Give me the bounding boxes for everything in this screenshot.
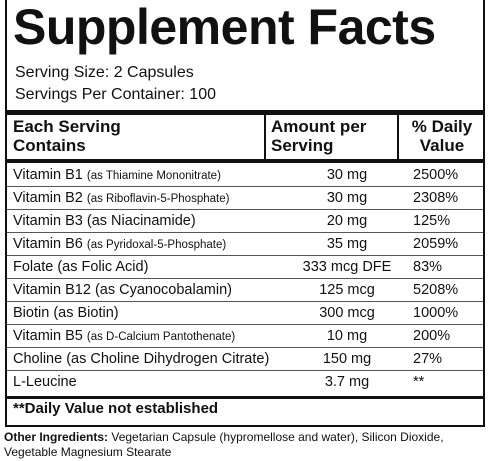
serving-size: Serving Size: 2 Capsules [15, 64, 194, 81]
other-ingredients-label: Other Ingredients: [4, 430, 109, 444]
nutrient-source: (as Pyridoxal-5-Phosphate) [86, 239, 227, 251]
nutrient-row: Folate (as Folic Acid) 333 mcg DFE 83% [7, 255, 483, 279]
daily-value: 83% [413, 259, 443, 275]
other-ingredients-text: Vegetarian Capsule (hypromellose and wat… [4, 430, 444, 459]
nutrient-row: L-Leucine 3.7 mg ** [7, 370, 483, 393]
nutrient-row: Vitamin B6 (as Pyridoxal-5-Phosphate) 35 … [7, 232, 483, 256]
footnote: **Daily Value not established [13, 400, 219, 417]
facts-panel: Supplement Facts Serving Size: 2 Capsule… [5, 0, 485, 427]
nutrient-name: Vitamin B1 (as Thiamine Mononitrate) [13, 167, 221, 183]
nutrient-source: (as Riboflavin-5-Phosphate) [86, 193, 230, 205]
nutrient-source: (as Niacinamide) [86, 213, 196, 229]
nutrient-source: (as Folic Acid) [57, 259, 149, 275]
daily-value: 2500% [413, 167, 459, 183]
nutrient-name: Choline (as Choline Dihydrogen Citrate) [13, 351, 270, 367]
other-ingredients: Other Ingredients: Vegetarian Capsule (h… [4, 430, 488, 460]
amount: 20 mg [326, 213, 368, 229]
daily-value: 5208% [413, 282, 459, 298]
daily-value: 1000% [413, 305, 459, 321]
daily-value: 27% [413, 351, 443, 367]
nutrient-name: Biotin (as Biotin) [13, 305, 119, 321]
nutrient-name: Vitamin B3 (as Niacinamide) [13, 213, 196, 229]
nutrient-name: Vitamin B6 (as Pyridoxal-5-Phosphate) [13, 236, 227, 252]
header-amount: Amount per Serving [271, 117, 367, 155]
title: Supplement Facts [13, 0, 436, 55]
servings-per-container: Servings Per Container: 100 [15, 86, 216, 103]
column-divider [264, 114, 266, 160]
nutrient-name: L-Leucine [13, 374, 77, 390]
nutrient-source: (as D-Calcium Pantothenate) [86, 331, 236, 343]
nutrient-row: Choline (as Choline Dihydrogen Citrate) 1… [7, 347, 483, 371]
nutrient-source: (as Biotin) [53, 305, 119, 321]
daily-value: 2308% [413, 190, 459, 206]
thick-rule [7, 159, 483, 163]
amount: 333 mcg DFE [302, 259, 392, 275]
thick-rule [7, 110, 483, 115]
header-name: Each Serving Contains [13, 117, 121, 155]
amount: 35 mg [326, 236, 368, 252]
nutrient-source: (as Cyanocobalamin) [94, 282, 232, 298]
daily-value: 125% [413, 213, 451, 229]
amount: 150 mg [322, 351, 372, 367]
nutrient-source: (as Choline Dihydrogen Citrate) [66, 351, 270, 367]
daily-value: ** [413, 374, 425, 390]
column-divider [397, 114, 399, 160]
nutrient-row: Vitamin B1 (as Thiamine Mononitrate) 30 m… [7, 163, 483, 187]
nutrient-row: Vitamin B5 (as D-Calcium Pantothenate) 10… [7, 324, 483, 348]
amount: 10 mg [326, 328, 368, 344]
nutrient-source: (as Thiamine Mononitrate) [86, 170, 221, 182]
amount: 3.7 mg [324, 374, 370, 390]
header-dv: % Daily Value [411, 117, 473, 155]
daily-value: 200% [413, 328, 451, 344]
nutrient-name: Vitamin B5 (as D-Calcium Pantothenate) [13, 328, 236, 344]
daily-value: 2059% [413, 236, 459, 252]
nutrient-row: Biotin (as Biotin) 300 mcg 1000% [7, 301, 483, 325]
thick-rule [7, 396, 483, 399]
amount: 30 mg [326, 167, 368, 183]
nutrient-row: Vitamin B3 (as Niacinamide) 20 mg 125% [7, 209, 483, 233]
amount: 30 mg [326, 190, 368, 206]
nutrient-name: Vitamin B12 (as Cyanocobalamin) [13, 282, 232, 298]
amount: 125 mcg [319, 282, 375, 298]
amount: 300 mcg [319, 305, 375, 321]
nutrient-row: Vitamin B12 (as Cyanocobalamin) 125 mcg 52… [7, 278, 483, 302]
nutrient-name: Folate (as Folic Acid) [13, 259, 149, 275]
nutrient-name: Vitamin B2 (as Riboflavin-5-Phosphate) [13, 190, 230, 206]
nutrient-row: Vitamin B2 (as Riboflavin-5-Phosphate) 30… [7, 186, 483, 210]
